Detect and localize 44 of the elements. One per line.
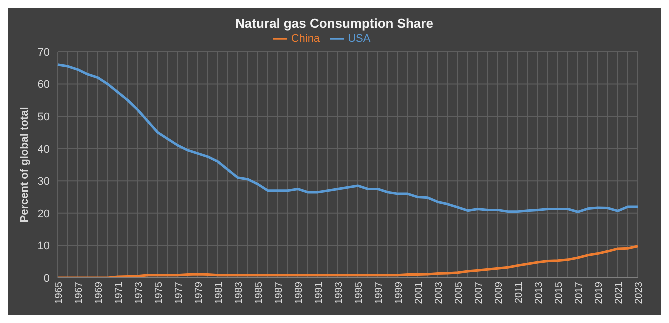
x-tick-label: 2021	[614, 282, 626, 304]
x-tick-label: 1993	[334, 282, 346, 304]
x-tick-label: 2009	[494, 282, 506, 304]
x-tick-label: 1991	[314, 282, 326, 304]
x-tick-label: 2003	[434, 282, 446, 304]
y-axis-title: Percent of global total	[18, 107, 31, 223]
y-tick-label: 50	[38, 111, 50, 124]
y-tick-label: 10	[38, 240, 50, 253]
x-tick-label: 2019	[594, 282, 606, 304]
x-tick-label: 1983	[234, 282, 246, 304]
legend-label: USA	[348, 32, 371, 45]
line-series	[56, 245, 640, 278]
x-tick-label: 2017	[574, 282, 586, 304]
x-tick-label: 2023	[634, 282, 646, 304]
x-tick-label: 1965	[54, 282, 66, 304]
x-tick-label: 1969	[94, 282, 106, 304]
x-tick-label: 1999	[394, 282, 406, 304]
y-tick-label: 30	[38, 176, 50, 188]
x-tick-label: 1967	[74, 282, 86, 304]
legend-label: China	[291, 32, 320, 45]
y-tick-label: 0	[44, 272, 50, 285]
x-tick-label: 2015	[554, 282, 566, 304]
y-tick-label: 70	[38, 46, 50, 59]
line-series	[56, 64, 640, 214]
y-tick-label: 40	[38, 144, 50, 156]
chart-title: Natural gas Consumption Share	[234, 16, 434, 31]
x-tick-label: 2001	[414, 282, 426, 304]
x-tick-label: 1973	[134, 282, 146, 304]
x-tick-label: 1981	[214, 282, 226, 304]
x-tick-label: 1989	[294, 282, 306, 304]
x-tick-label: 1985	[254, 282, 266, 304]
x-tick-label: 1975	[154, 282, 166, 304]
x-tick-label: 1977	[174, 282, 186, 304]
x-tick-label: 2005	[454, 282, 466, 304]
x-tick-label: 2013	[534, 282, 546, 304]
x-tick-label: 2011	[514, 282, 526, 304]
y-tick-label: 20	[38, 208, 50, 220]
x-tick-label: 1987	[274, 282, 286, 304]
y-tick-label: 60	[38, 79, 50, 92]
x-tick-label: 2007	[474, 282, 486, 304]
x-tick-label: 1979	[194, 282, 206, 304]
x-tick-label: 1971	[114, 282, 126, 304]
x-tick-label: 1997	[374, 282, 386, 304]
x-tick-label: 1995	[354, 282, 366, 304]
